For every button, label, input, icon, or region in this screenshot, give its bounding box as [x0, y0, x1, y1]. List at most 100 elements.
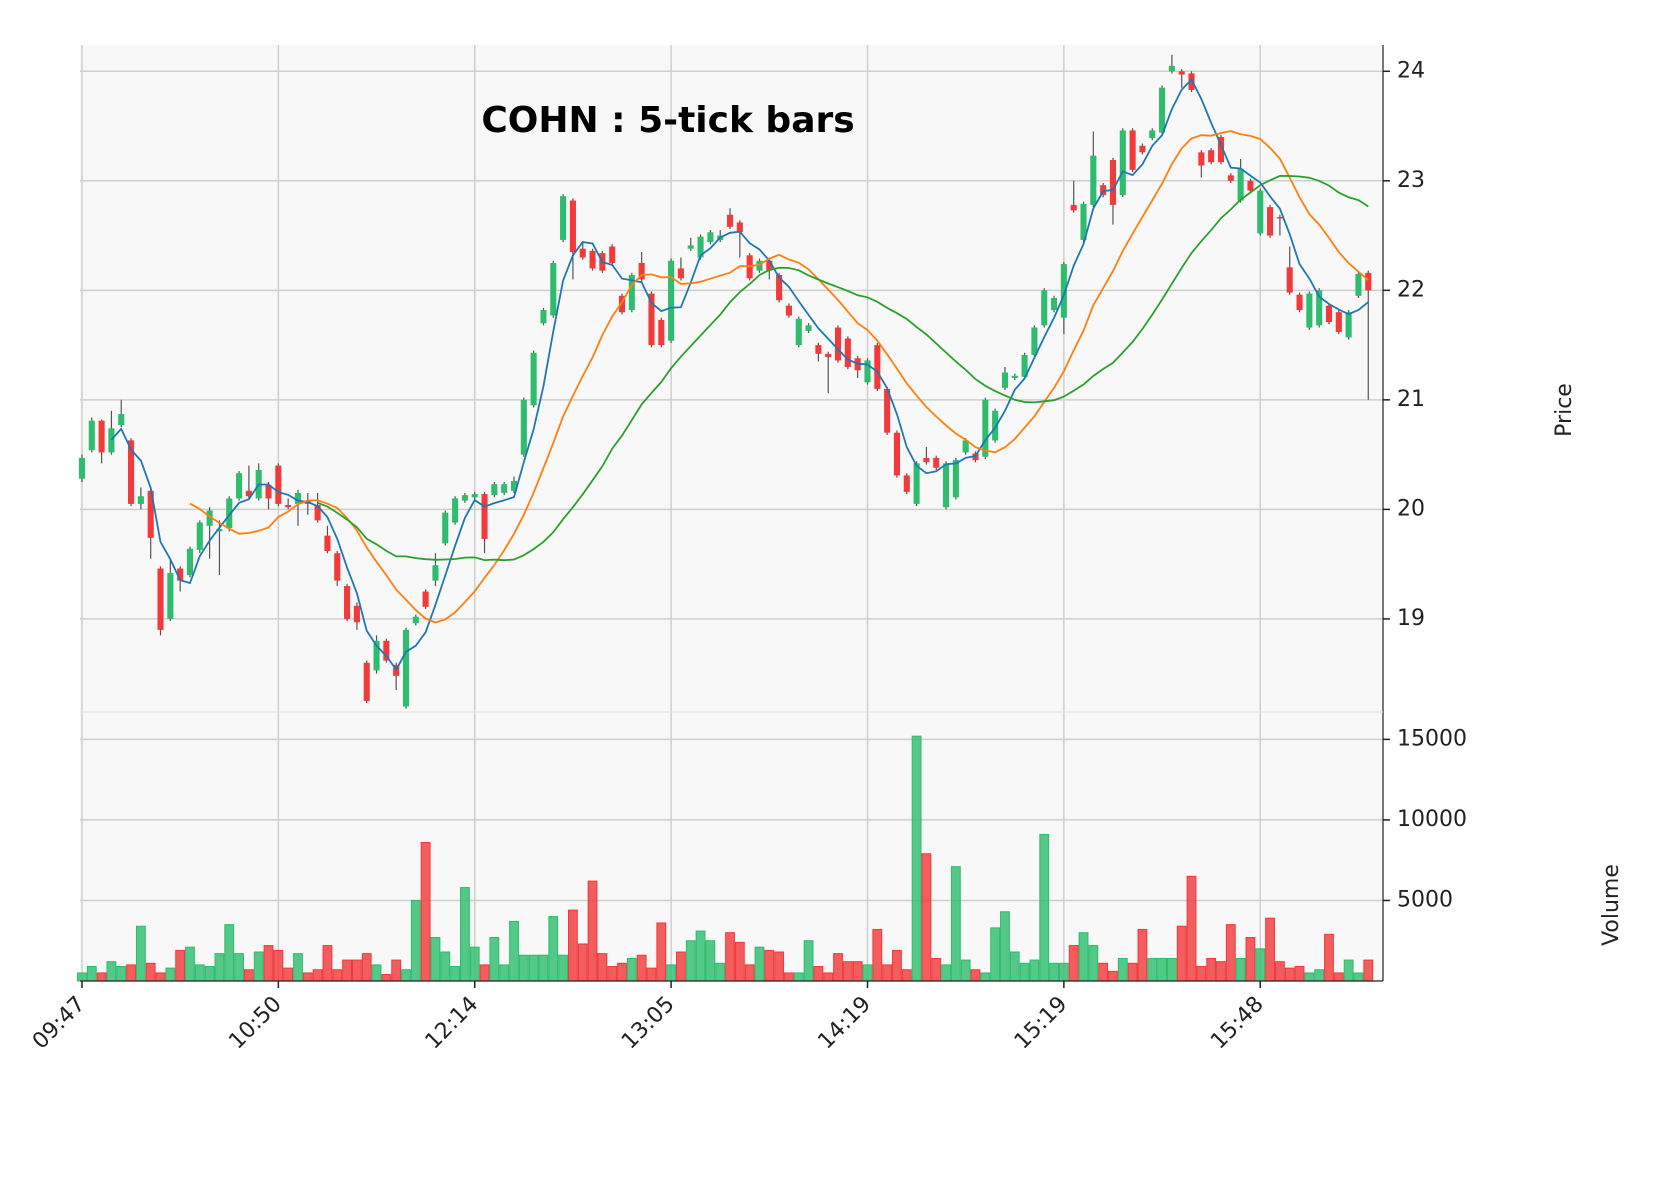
volume-bar	[528, 954, 539, 982]
volume-bar	[263, 945, 274, 982]
candle-body	[530, 352, 537, 406]
volume-bar	[459, 887, 470, 982]
candle-body	[98, 420, 105, 453]
volume-bar	[234, 953, 244, 982]
x-tick-label: 10:50	[224, 992, 287, 1055]
candle-body	[373, 640, 380, 671]
chart-title: COHN : 5-tick bars	[481, 100, 854, 141]
volume-bar	[715, 962, 726, 982]
volume-bar	[872, 928, 883, 982]
volume-bar	[1058, 962, 1069, 982]
candle-body	[1168, 65, 1175, 72]
volume-bar	[558, 954, 569, 982]
candle-body	[275, 465, 282, 504]
candle-body	[363, 662, 370, 702]
candle-body	[1178, 71, 1185, 75]
candle-body	[933, 457, 940, 468]
volume-bar	[165, 967, 176, 982]
volume-bar	[243, 969, 254, 982]
candle-body	[481, 494, 488, 539]
volume-bar	[852, 961, 863, 982]
volume-bar	[489, 937, 500, 982]
x-tick-label: 09:47	[28, 992, 91, 1055]
candle-body	[874, 345, 881, 389]
volume-bar	[636, 954, 647, 982]
candle-body	[412, 616, 419, 624]
volume-bar	[666, 964, 677, 982]
candle-body	[707, 232, 714, 243]
volume-bar	[155, 972, 166, 982]
volume-bar	[970, 969, 981, 982]
candle-body	[147, 490, 154, 538]
candle-body	[226, 498, 233, 528]
volume-bar	[921, 853, 932, 982]
volume-bar	[1363, 959, 1374, 982]
volume-bar	[901, 969, 912, 982]
y2-tick-label: 15000	[1397, 726, 1467, 751]
volume-bar	[1039, 833, 1050, 982]
x-tick-label: 13:05	[617, 992, 680, 1055]
volume-bar	[754, 946, 765, 982]
candle-body	[245, 490, 252, 497]
candle-body	[236, 473, 243, 499]
moving-average	[110, 77, 1369, 672]
volume-bar	[430, 937, 441, 982]
candle-body	[923, 457, 930, 463]
candle-body	[294, 492, 302, 504]
volume-bar	[882, 964, 893, 982]
volume-bar	[980, 972, 991, 982]
y-tick-label: 24	[1397, 58, 1425, 83]
marks	[77, 54, 1374, 982]
x-tick-label: 12:14	[421, 992, 484, 1055]
volume-bar	[744, 964, 755, 982]
candle-body	[344, 586, 351, 619]
candle-body	[726, 214, 734, 227]
candle-body	[1021, 354, 1028, 377]
candle-body	[844, 338, 851, 367]
candle-body	[638, 262, 645, 280]
candle-body	[1080, 203, 1087, 240]
candle-body	[609, 246, 616, 263]
volume-bar	[990, 927, 1001, 982]
candle-body	[265, 485, 272, 499]
candle-body	[1257, 190, 1264, 234]
candle-body	[324, 535, 331, 551]
candle-body	[1365, 272, 1372, 291]
volume-bar	[1235, 957, 1246, 982]
candle-body	[766, 260, 773, 271]
candle-body	[952, 460, 959, 498]
y2-tick-label: 10000	[1397, 807, 1467, 832]
candle-body	[314, 505, 321, 521]
volume-bar	[931, 957, 942, 982]
price-panel	[80, 45, 1383, 712]
candle-body	[491, 484, 498, 496]
volume-bar	[695, 930, 706, 982]
volume-bar	[1117, 957, 1128, 982]
volume-bar	[145, 962, 156, 982]
candle-body	[687, 245, 694, 249]
y-tick-label: 19	[1397, 606, 1425, 631]
volume-bar	[950, 866, 961, 982]
candle-body	[579, 248, 586, 258]
candle-body	[1149, 130, 1156, 139]
candle-body	[795, 318, 802, 346]
candle-body	[1296, 294, 1303, 311]
candle-body	[834, 327, 842, 361]
candle-body	[177, 568, 184, 581]
candle-body	[510, 480, 518, 491]
candle-body	[78, 457, 86, 479]
volume-bar	[312, 969, 323, 982]
candle-body	[1001, 372, 1009, 388]
candle-body	[736, 222, 743, 233]
volume-bar	[450, 966, 461, 982]
candle-body	[1011, 375, 1018, 378]
candle-body	[1355, 273, 1362, 296]
volume-bar	[1314, 969, 1325, 982]
volume-bar	[823, 972, 834, 982]
volume-bar	[204, 966, 215, 982]
candle-body	[1335, 312, 1342, 332]
candle-body	[1306, 293, 1313, 328]
volume-bar	[676, 951, 686, 982]
